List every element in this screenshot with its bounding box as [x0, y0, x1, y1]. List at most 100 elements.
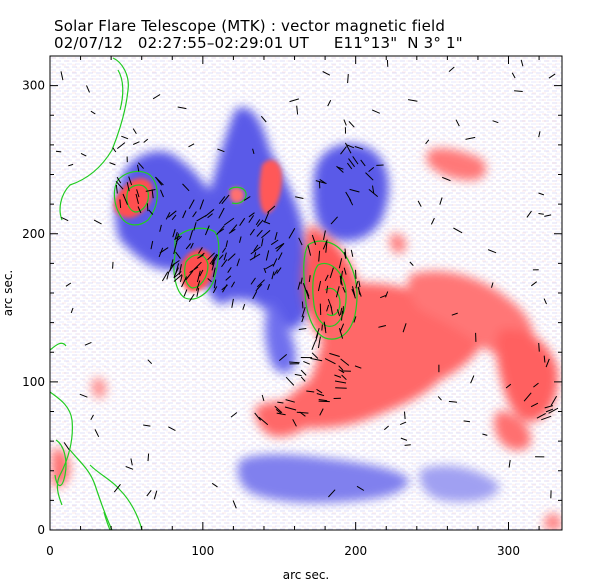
field-vector [221, 259, 228, 268]
field-vector [267, 205, 276, 213]
field-vector [248, 215, 255, 223]
field-vector [303, 360, 310, 365]
field-vector [137, 164, 140, 172]
field-vector [147, 359, 153, 365]
field-vector [172, 229, 176, 238]
field-vector [311, 234, 317, 245]
field-vector [277, 252, 283, 261]
field-vector [354, 146, 364, 150]
field-vector [209, 253, 218, 265]
field-vector [437, 396, 442, 401]
field-vector [385, 291, 389, 298]
field-vector [400, 421, 407, 426]
field-vector [311, 352, 319, 359]
field-vector [261, 394, 265, 402]
field-vector [520, 59, 524, 67]
field-vector [505, 383, 512, 389]
field-vector [536, 412, 546, 419]
field-vector [132, 141, 140, 145]
field-vector [487, 249, 497, 254]
field-vector [306, 289, 310, 297]
field-vector [261, 238, 264, 247]
field-vector [356, 485, 365, 491]
field-vector [211, 254, 219, 266]
field-vector [343, 251, 347, 259]
field-vector [94, 429, 100, 438]
field-vector [350, 249, 354, 257]
field-vector [317, 336, 321, 349]
field-vector [301, 306, 306, 318]
field-vector [338, 365, 344, 371]
contour-line [113, 170, 158, 226]
field-vector [166, 272, 170, 280]
field-vector [372, 185, 375, 194]
field-vector [250, 246, 261, 255]
x-axis-label: arc sec. [283, 568, 329, 582]
field-vector [538, 192, 545, 196]
field-vector [326, 285, 329, 294]
field-vector [207, 252, 215, 261]
field-vector [177, 106, 187, 110]
field-vector [451, 312, 458, 316]
field-vector [207, 278, 212, 283]
field-vector [204, 225, 210, 236]
field-vector [274, 405, 283, 414]
field-vector [315, 180, 327, 184]
field-vector [273, 269, 278, 276]
field-vector [334, 374, 342, 378]
field-vector [126, 182, 130, 192]
field-vector [260, 115, 267, 123]
field-vector [218, 207, 225, 219]
field-vector [137, 162, 144, 169]
field-vector [199, 252, 205, 258]
field-vector [84, 341, 92, 346]
field-vector [213, 279, 217, 289]
field-vector [90, 110, 96, 115]
field-vector [153, 490, 158, 500]
field-vector [341, 374, 347, 381]
field-vector [148, 209, 154, 215]
field-vector [335, 387, 347, 389]
field-vector [174, 263, 180, 275]
field-vector [70, 307, 74, 314]
chart-subtitle: 02/07/12 02:27:55–02:29:01 UT E11°13" N … [54, 34, 463, 52]
field-vector [121, 135, 129, 140]
field-vector [276, 243, 285, 252]
field-vector [340, 270, 343, 283]
field-vector [196, 270, 201, 283]
field-vector [204, 208, 215, 217]
field-vector [327, 99, 332, 107]
field-vector [294, 373, 302, 377]
field-vector [143, 424, 151, 427]
field-vector [442, 176, 451, 182]
field-vector [137, 206, 142, 214]
field-vector [252, 148, 255, 155]
field-vector [409, 261, 414, 266]
field-vector [368, 167, 375, 172]
field-vector [119, 199, 122, 208]
field-vector [544, 405, 554, 409]
field-vector [318, 250, 321, 262]
field-vector [199, 199, 205, 210]
field-vector [544, 214, 552, 217]
field-vector [113, 483, 121, 493]
field-vector [221, 194, 230, 205]
x-tick-label: 100 [191, 544, 214, 558]
field-vector [60, 71, 64, 81]
plot-area [50, 56, 562, 530]
field-vector [352, 286, 356, 296]
field-vector [216, 225, 225, 235]
field-vector [155, 176, 164, 186]
field-vector [300, 369, 307, 376]
field-vector [297, 281, 301, 290]
field-vector [185, 270, 194, 281]
field-vector [112, 147, 117, 153]
field-vector [267, 284, 270, 291]
field-vector [344, 248, 347, 259]
field-vector [175, 251, 181, 259]
field-vector [170, 260, 180, 267]
field-vector [448, 400, 458, 403]
field-vector [543, 298, 547, 305]
field-vector [328, 489, 336, 498]
